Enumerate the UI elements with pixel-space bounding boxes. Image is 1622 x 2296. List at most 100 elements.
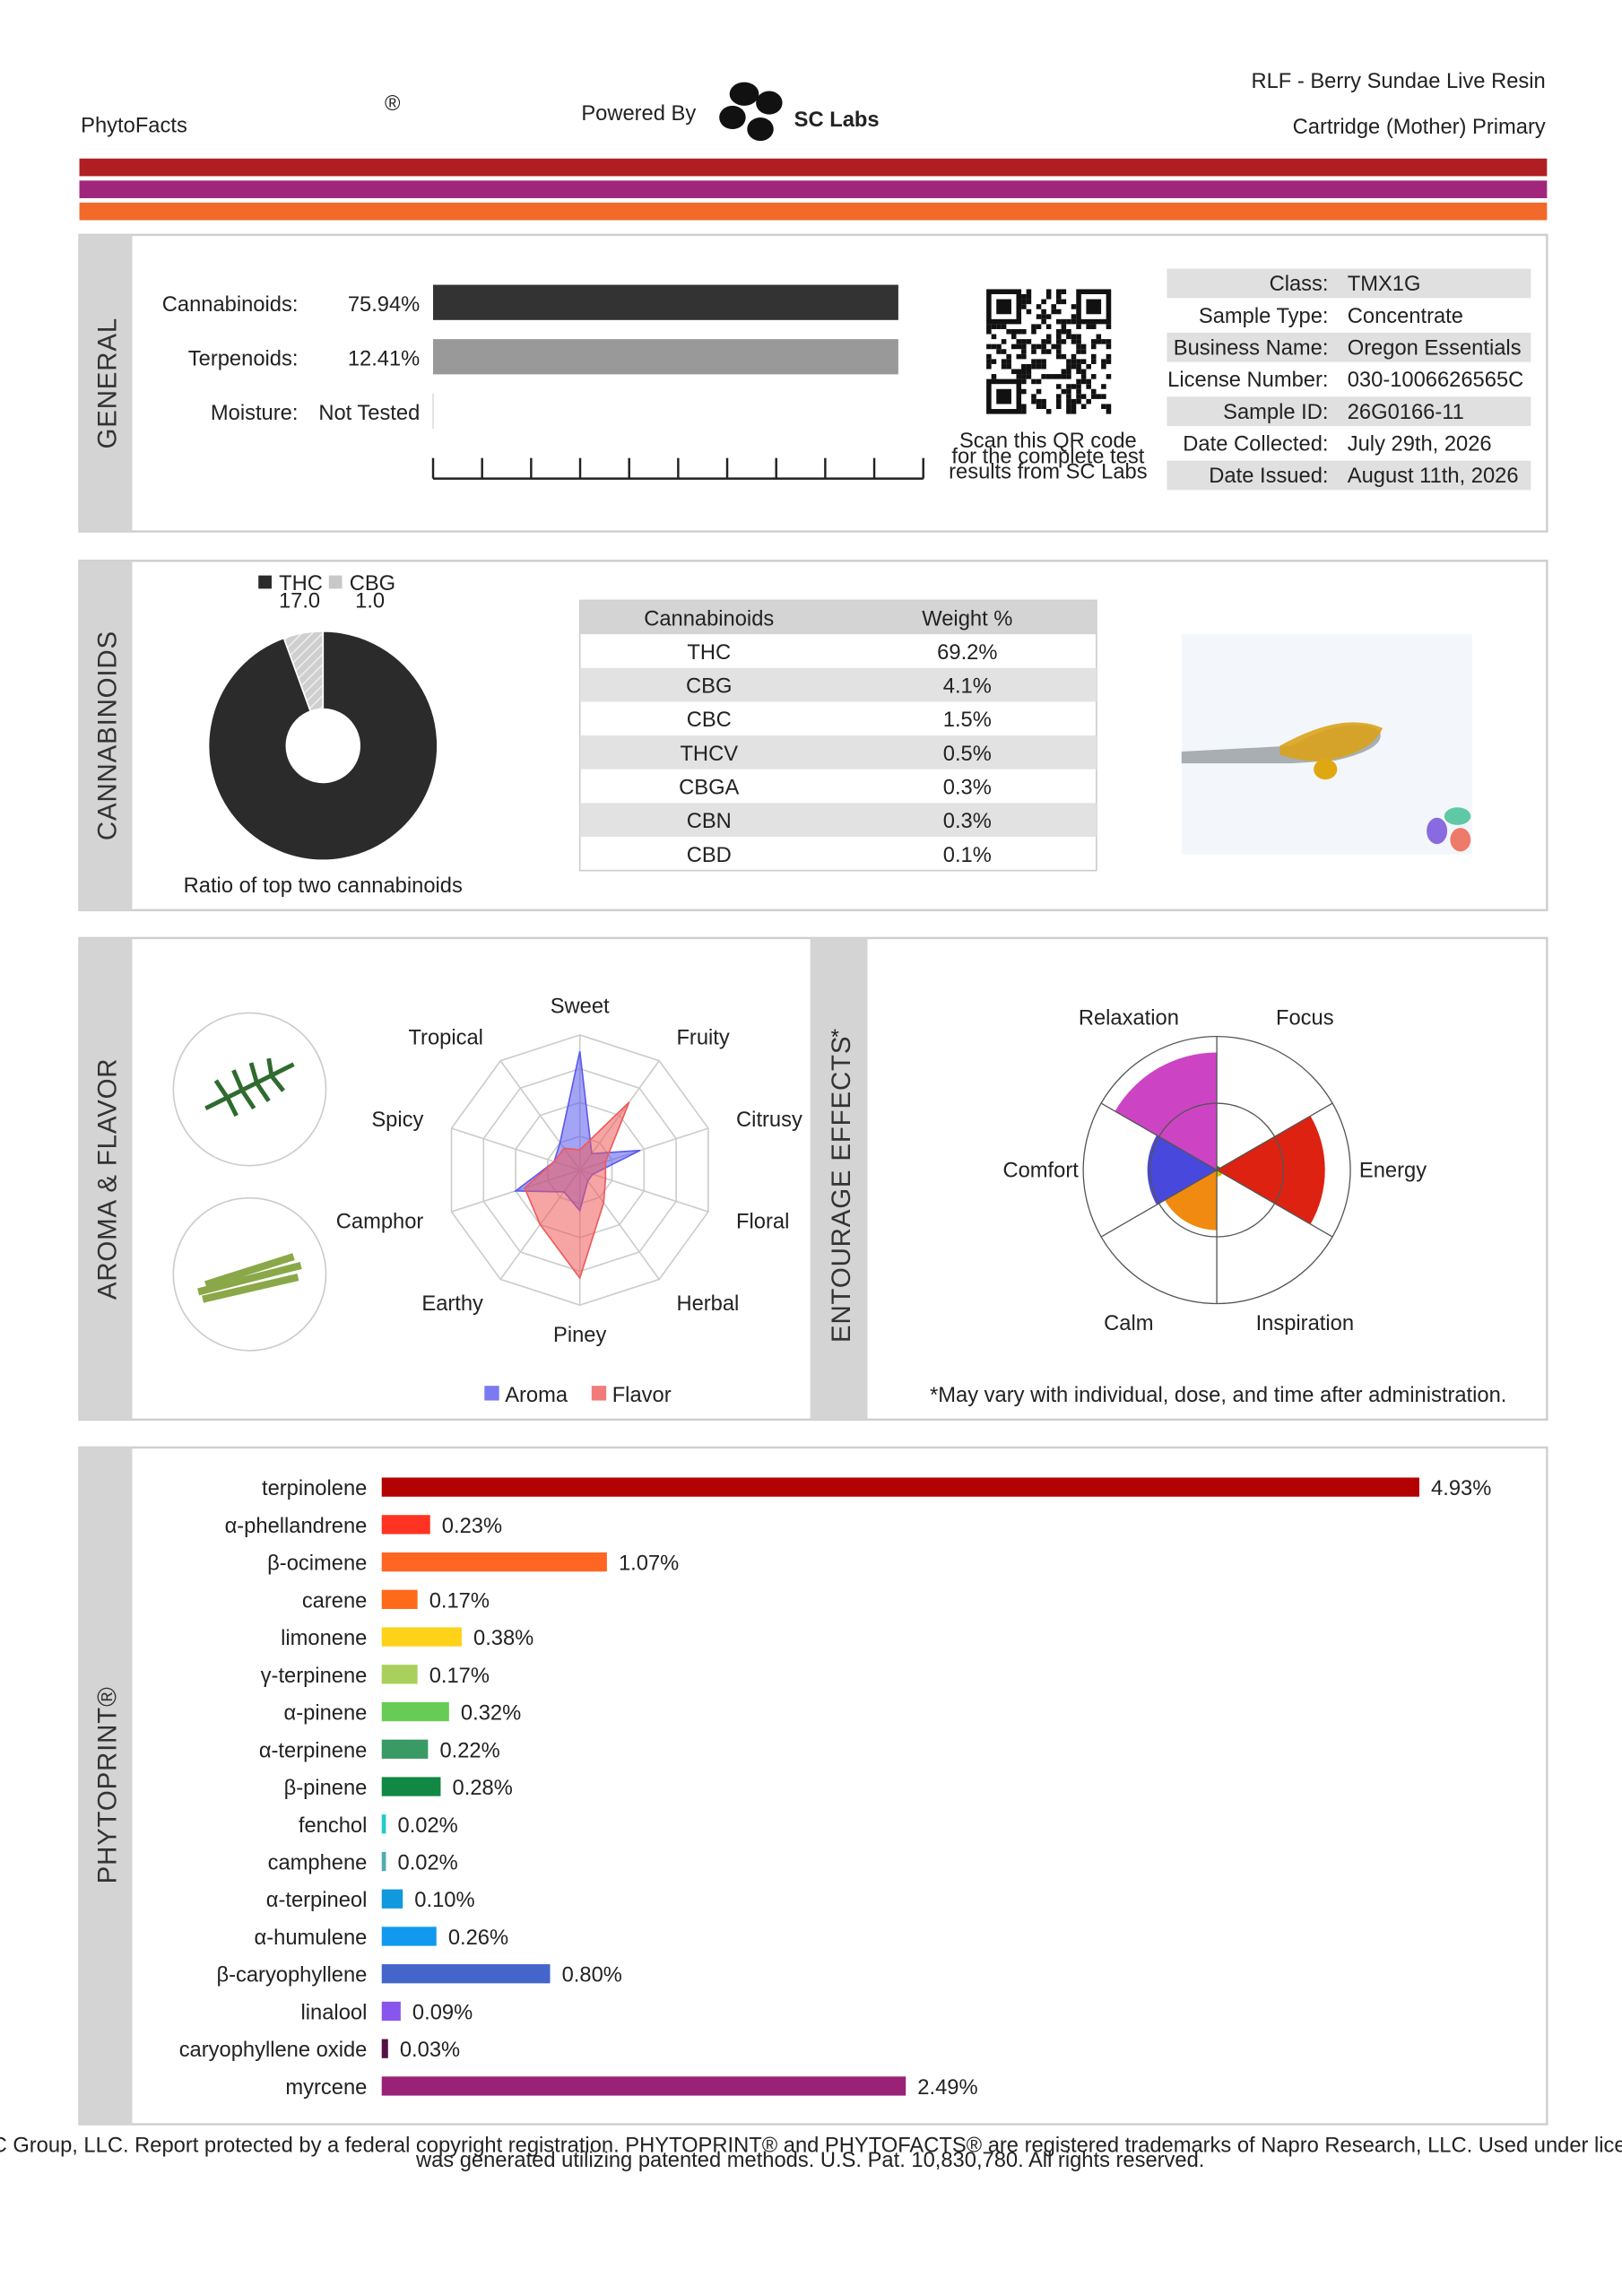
polar-spoke — [1100, 1102, 1218, 1171]
terpene-bar — [381, 2001, 401, 2022]
qr-cell — [1016, 353, 1022, 360]
section-bar — [79, 234, 133, 532]
info-value: 26G0166-11 — [1348, 401, 1464, 424]
terpene-bar — [381, 1739, 429, 1759]
qr-cell — [1006, 328, 1011, 335]
qr-cell — [1090, 374, 1097, 379]
qr-caption: for the complete test — [951, 445, 1144, 468]
table-header-cell: Weight % — [922, 607, 1012, 631]
qr-cell — [1076, 324, 1081, 329]
footnote: *May vary with individual, dose, and tim… — [930, 1384, 1506, 1407]
qr-cell — [1061, 328, 1067, 335]
qr-cell — [1016, 369, 1022, 375]
table-cell: 0.3% — [943, 810, 992, 833]
terpene-name: β-caryophyllene — [216, 1964, 367, 1987]
qr-cell — [1101, 394, 1106, 399]
qr-cell — [1026, 369, 1032, 375]
qr-cell — [1106, 409, 1112, 414]
terpene-name: α-terpineol — [266, 1889, 368, 1912]
terpene-bar — [381, 1701, 449, 1722]
qr-cell — [1041, 309, 1046, 315]
terpene-name: carene — [302, 1589, 368, 1613]
table-row — [579, 667, 1097, 702]
terpene-bar — [381, 1964, 551, 1984]
qr-cell — [991, 324, 997, 329]
pie-slice — [207, 631, 438, 861]
info-label: License Number: — [1167, 369, 1328, 392]
terpene-bar — [381, 1515, 430, 1535]
terpene-value: 2.49% — [917, 2076, 977, 2100]
terpene-value: 0.80% — [562, 1964, 622, 1987]
qr-cell — [1045, 324, 1052, 329]
qr-cell — [1101, 404, 1106, 410]
qr-cell — [1006, 353, 1011, 360]
qr-cell — [1066, 334, 1071, 340]
qr-cell — [1021, 378, 1027, 385]
qr-cell — [1056, 294, 1062, 300]
herb-icons — [172, 1012, 327, 1352]
section-bar — [810, 937, 868, 1420]
info-label: Date Issued: — [1209, 465, 1328, 488]
qr-cell — [1031, 359, 1037, 364]
lab-name: SC Labs — [794, 109, 880, 132]
qr-cell — [1010, 328, 1017, 335]
qr-cell — [1071, 409, 1077, 414]
qr-cell — [1021, 374, 1027, 379]
qr-cell — [1086, 384, 1091, 389]
qr-cell — [1106, 353, 1112, 360]
info-value: August 11th, 2026 — [1348, 465, 1519, 488]
effect-label: Comfort — [1002, 1160, 1079, 1183]
qr-finder — [986, 289, 1022, 325]
qr-cell — [1101, 359, 1106, 364]
qr-cell — [1101, 363, 1106, 370]
terpene-value: 0.03% — [400, 2039, 460, 2062]
info-row — [1167, 396, 1531, 427]
effect-sector — [1147, 1135, 1218, 1205]
qr-cell — [1086, 378, 1091, 385]
qr-cell — [1041, 344, 1046, 350]
qr-cell — [1056, 353, 1062, 360]
info-row — [1167, 460, 1531, 491]
qr-caption: Scan this QR code — [959, 430, 1137, 453]
qr-cell — [1001, 339, 1007, 344]
legend-label: Flavor — [612, 1384, 672, 1407]
qr-cell — [1071, 359, 1077, 364]
qr-cell — [1071, 318, 1077, 325]
qr-cell — [986, 353, 992, 360]
qr-cell — [1071, 404, 1077, 410]
qr-cell — [1056, 339, 1062, 344]
stripe — [79, 202, 1548, 221]
qr-cell — [1090, 388, 1097, 395]
polar-spoke — [1216, 1102, 1333, 1171]
effect-sector — [1217, 1116, 1325, 1224]
qr-cell — [1031, 344, 1037, 350]
stripe — [79, 158, 1548, 177]
qr-cell — [1010, 369, 1017, 375]
terpene-value: 0.38% — [473, 1627, 533, 1650]
section-label: CANNABINOIDS — [92, 631, 122, 840]
info-label: Sample Type: — [1199, 305, 1329, 328]
table-cell: 0.1% — [943, 844, 992, 867]
qr-finder — [1076, 289, 1112, 325]
qr-cell — [1076, 384, 1081, 389]
level-bar — [433, 284, 898, 320]
qr-cell — [1056, 349, 1062, 354]
qr-cell — [1016, 328, 1022, 335]
section-label: ENTOURAGE EFFECTS — [827, 1036, 856, 1343]
title: RLF - Berry Sundae Live Resin — [1251, 70, 1545, 93]
qr-cell — [1021, 344, 1027, 350]
title: Cartridge (Mother) Primary — [1293, 116, 1546, 139]
qr-cell — [1031, 363, 1037, 370]
qr-cell — [1026, 339, 1032, 344]
terpene-bar — [381, 1589, 418, 1609]
terpene-name: caryophyllene oxide — [179, 2039, 368, 2062]
qr-cell — [1061, 289, 1067, 295]
qr-cell — [1071, 363, 1077, 370]
qr-cell — [1076, 359, 1081, 364]
qr-cell — [1051, 304, 1057, 309]
phytoprint-box — [78, 1446, 1548, 2126]
qr-finder — [986, 378, 1022, 414]
qr-cell — [1076, 388, 1081, 395]
radar-area — [524, 1101, 630, 1280]
